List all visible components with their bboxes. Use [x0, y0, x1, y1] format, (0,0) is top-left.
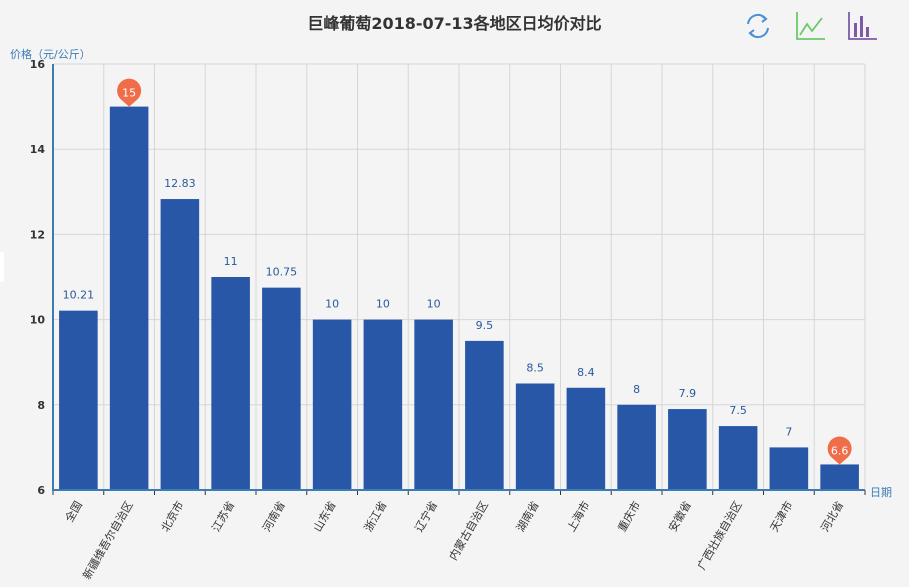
x-tick-label: 江苏省: [209, 499, 237, 534]
x-tick-label: 山东省: [311, 499, 339, 534]
y-tick-label: 6: [37, 484, 45, 497]
y-axis-name: 价格（元/公斤）: [10, 48, 91, 61]
bar[interactable]: [769, 447, 809, 490]
x-tick-label: 安徽省: [665, 499, 694, 535]
x-tick-label: 新疆维吾尔自治区: [80, 499, 136, 582]
bar-value-label: 10: [427, 298, 441, 311]
bar-value-label: 8.4: [577, 366, 595, 379]
y-tick-label: 14: [30, 143, 46, 156]
bar[interactable]: [59, 310, 98, 490]
bar-chart-icon: [848, 12, 877, 40]
value-labels: 10.21 12.83 11 10.75 10 10 10 9.5 8.5 8.4 8 7.9 7.5 7: [63, 177, 793, 438]
bar[interactable]: [312, 319, 352, 490]
mark-pin-icon: [117, 78, 142, 107]
bar[interactable]: [363, 319, 403, 490]
bar-value-label: 12.83: [164, 177, 196, 190]
bar[interactable]: [718, 426, 758, 490]
x-tick-label: 河南省: [260, 499, 288, 534]
bar[interactable]: [211, 277, 250, 490]
refresh-icon: [747, 13, 769, 39]
bar-chart-button[interactable]: [846, 10, 878, 42]
y-tick-label: 10: [30, 314, 46, 327]
bar[interactable]: [617, 404, 656, 490]
x-tick-label: 内蒙古自治区: [446, 499, 491, 563]
line-chart-icon: [796, 12, 825, 40]
bar[interactable]: [262, 287, 301, 490]
bar-value-label: 10: [325, 298, 339, 311]
bars: [59, 106, 859, 491]
x-tick-label: 浙江省: [362, 499, 390, 534]
bar-value-label: 11: [224, 255, 238, 268]
bar[interactable]: [820, 464, 859, 490]
bar[interactable]: [515, 383, 555, 491]
bar-value-label: 9.5: [476, 319, 494, 332]
x-tick-label: 全国: [62, 499, 85, 525]
toolbox: [742, 10, 878, 42]
bar-value-label: 7.5: [729, 404, 747, 417]
x-tick-label: 河北省: [818, 499, 846, 534]
bar-value-label: 7.9: [679, 387, 697, 400]
x-tick-label: 广西壮族自治区: [694, 499, 745, 573]
bar-value-label: 7: [785, 425, 792, 438]
x-axis-name: 日期: [870, 486, 892, 499]
x-tick-label: 湖南省: [514, 499, 542, 534]
bar[interactable]: [414, 319, 453, 490]
chart-title: 巨峰葡萄2018-07-13各地区日均价对比: [307, 14, 602, 33]
mark-pin-label: 15: [122, 87, 136, 100]
y-tick-label: 16: [30, 58, 46, 71]
bar-value-label: 10.21: [63, 289, 95, 302]
mark-pin-icon: [827, 436, 852, 465]
restore-button[interactable]: [742, 10, 774, 42]
bar[interactable]: [465, 340, 504, 490]
y-tick-label: 12: [30, 228, 45, 241]
bar[interactable]: [109, 106, 149, 490]
bar-value-label: 8.5: [526, 362, 544, 375]
bar-value-label: 10.75: [266, 266, 298, 279]
bar-value-label: 10: [376, 298, 390, 311]
edge-marker: [0, 252, 4, 282]
y-tick-label: 8: [37, 399, 45, 412]
line-chart-button[interactable]: [794, 10, 826, 42]
bar-value-label: 8: [633, 383, 640, 396]
bar[interactable]: [566, 387, 606, 490]
x-tick-label: 辽宁省: [412, 499, 441, 535]
bar[interactable]: [160, 199, 200, 491]
mark-points: 156.6: [117, 78, 852, 465]
x-tick-label: 天津市: [767, 499, 796, 535]
x-tick-label: 重庆市: [615, 499, 644, 535]
x-tick-label: 北京市: [158, 499, 187, 535]
x-tick-label: 上海市: [564, 499, 593, 535]
bar[interactable]: [668, 409, 707, 490]
mark-pin-label: 6.6: [831, 444, 849, 457]
